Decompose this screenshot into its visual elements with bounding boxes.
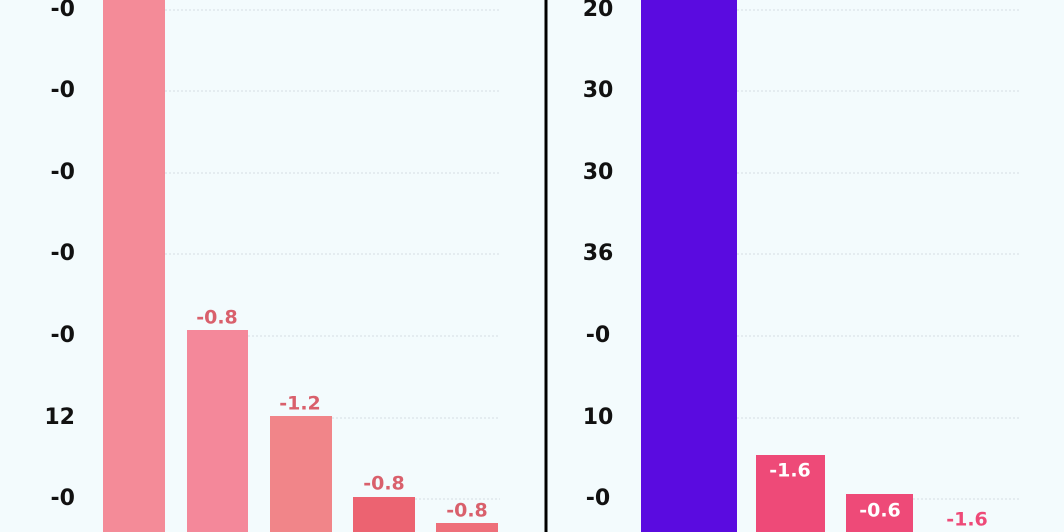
y-label: -0: [51, 78, 75, 103]
y-label: -0: [51, 323, 75, 348]
y-label: -0: [586, 486, 610, 511]
y-label: -0: [51, 241, 75, 266]
y-label: -0: [51, 486, 75, 511]
y-label: -0: [51, 160, 75, 185]
bar: [270, 416, 332, 532]
y-label: 36: [583, 241, 614, 266]
bar: [103, 0, 165, 532]
bar: [756, 455, 825, 532]
y-label: -0: [586, 323, 610, 348]
bar-label: -1.6: [769, 460, 811, 482]
bar-label: -0.8: [363, 473, 405, 495]
grid: [737, 9, 1020, 500]
y-label: -0: [51, 0, 75, 22]
y-label: 20: [583, 0, 614, 22]
y-label: 30: [583, 78, 614, 103]
bar: [436, 523, 498, 532]
bar-label: -0.8: [446, 500, 488, 522]
bar-label: -1.2: [279, 393, 321, 415]
left-panel: -0 -0 -0 -0 -0 12 -0 -0.8 -1.2 -0.8 -0.8: [44, 0, 500, 532]
grid: [165, 9, 500, 500]
y-label: 10: [583, 405, 614, 430]
bar: [353, 497, 415, 532]
bar: [187, 330, 248, 532]
y-label: 30: [583, 160, 614, 185]
bar: [846, 494, 913, 532]
bar-label: -1.6: [946, 509, 988, 531]
bar-label: -0.8: [196, 307, 238, 329]
right-panel: 20 30 30 36 -0 10 -0 -1.6 -0.6 -1.6: [583, 0, 1020, 532]
bar-label: -0.6: [859, 500, 901, 522]
bar: [641, 0, 737, 532]
y-label: 12: [44, 405, 75, 430]
